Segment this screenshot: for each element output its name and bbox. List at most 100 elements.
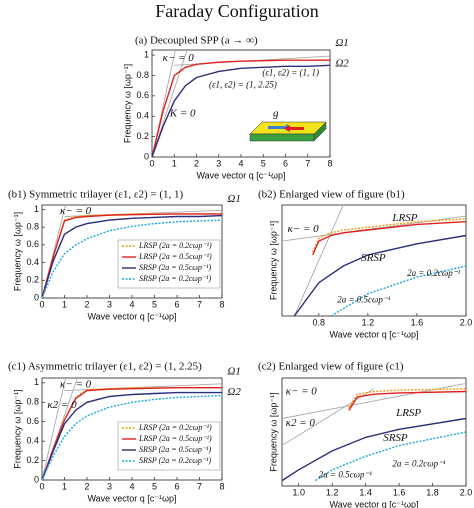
x-tick-label: 1.6	[411, 317, 424, 327]
y-tick-label: 0.8	[26, 397, 39, 407]
x-tick-label: 1.0	[292, 487, 305, 497]
chart-title: (b1) Symmetric trilayer (ε1, ε2) = (1, 1…	[8, 189, 184, 201]
x-tick-label: 1	[172, 158, 177, 168]
x-tick-label: 7	[197, 481, 202, 491]
series-group	[282, 205, 466, 316]
x-tick-label: 6	[174, 481, 179, 491]
x-tick-label: 8	[219, 299, 224, 309]
series-line	[312, 218, 466, 253]
annotation: (ε1, ε2) = (1, 2.25)	[209, 79, 277, 89]
annotation: Ω1	[227, 193, 240, 205]
slab-side	[313, 121, 327, 142]
legend-label: LRSP (2a = 0.5cωp⁻¹)	[138, 434, 212, 443]
annotation: LRSP	[391, 212, 417, 224]
annotation: (ε1, ε2) = (1, 1)	[262, 68, 319, 78]
x-tick-label: 3	[107, 481, 112, 491]
y-tick-label: 0.8	[136, 70, 149, 80]
series-group	[152, 50, 330, 157]
y-tick-label: 1	[144, 49, 149, 59]
x-tick-label: 0	[149, 158, 154, 168]
y-tick-label: 1	[34, 204, 39, 214]
x-tick-label: 0	[39, 481, 44, 491]
arrow	[284, 125, 304, 132]
series-line	[42, 213, 222, 298]
plot-frame	[281, 204, 467, 317]
series-line	[64, 209, 222, 217]
legend-label: LRSP (2a = 0.5cωp⁻¹)	[138, 252, 212, 261]
x-tick-label: 3	[216, 158, 221, 168]
series-line	[293, 234, 466, 316]
legend-label: LRSP (2a = 0.2cωp⁻¹)	[138, 423, 212, 432]
y-tick-label: 0.6	[136, 90, 149, 100]
chart-title: (a) Decoupled SPP (a → ∞)	[135, 35, 258, 47]
x-axis-label: Wave vector q [c⁻¹ωp]	[88, 493, 177, 503]
series-line	[293, 205, 344, 316]
series-line	[330, 265, 466, 316]
annotation: K = 0	[169, 108, 196, 120]
y-tick-label: 0.8	[26, 222, 39, 232]
x-tick-label: 1.2	[326, 487, 339, 497]
x-tick-label: 1.2	[362, 317, 375, 327]
legend-label: SRSP (2a = 0.2cωp⁻¹)	[139, 274, 212, 283]
x-tick-label: 2.0	[460, 317, 473, 327]
series-group	[42, 378, 222, 480]
x-tick-label: 7	[305, 158, 310, 168]
series-line	[348, 388, 466, 409]
legend-label: SRSP (2a = 0.2cωp⁻¹)	[139, 456, 212, 465]
annotation: 2a = 0.5cωp⁻¹	[319, 469, 372, 479]
x-tick-label: 1.8	[426, 487, 439, 497]
y-tick-label: 0	[34, 292, 39, 302]
x-tick-label: 1	[62, 299, 67, 309]
series-line	[152, 64, 330, 157]
series-line	[42, 378, 67, 480]
y-tick-label: 0.6	[26, 416, 39, 426]
annotation: κ2 = 0	[47, 399, 77, 411]
y-axis-label: Frequency ω [ωp⁻¹]	[12, 212, 22, 291]
series-group	[42, 205, 222, 298]
series-line	[315, 431, 466, 482]
series-line	[42, 387, 222, 480]
annotation: LRSP	[395, 407, 421, 419]
y-tick-label: 0.4	[26, 436, 39, 446]
x-tick-label: 6	[283, 158, 288, 168]
x-tick-label: 2	[194, 158, 199, 168]
series-line	[152, 59, 330, 157]
x-tick-label: 6	[174, 299, 179, 309]
x-tick-label: 4	[238, 158, 243, 168]
series-line	[282, 417, 466, 482]
annotation: Ω1	[227, 365, 240, 377]
series-line	[42, 219, 222, 298]
x-axis-label: Wave vector q [c⁻¹ωp]	[197, 170, 286, 180]
annotation: 2a = 0.2cωp⁻¹	[407, 268, 460, 278]
x-tick-label: 2	[84, 481, 89, 491]
y-tick-label: 0.6	[26, 239, 39, 249]
x-tick-label: 8	[327, 158, 332, 168]
x-tick-label: 7	[197, 299, 202, 309]
figure-title: Faraday Configuration	[155, 1, 318, 21]
y-axis-label: Frequency ω [ωp⁻¹]	[268, 392, 278, 471]
series-line	[42, 391, 222, 480]
x-tick-label: 3	[107, 299, 112, 309]
annotation: 2a = 0.2cωp⁻¹	[392, 458, 445, 468]
annotation: κ2 = 0	[286, 417, 316, 429]
annotation: Ω1	[335, 37, 348, 49]
y-tick-label: 0.4	[136, 111, 149, 121]
legend-box	[117, 421, 221, 471]
x-tick-label: 2	[84, 299, 89, 309]
x-tick-label: 5	[152, 481, 157, 491]
y-axis-label: Frequency ω [ωp⁻¹]	[268, 221, 278, 300]
x-tick-label: 4	[129, 299, 134, 309]
x-axis-label: Wave vector q [c⁻¹ωp]	[88, 311, 177, 321]
y-tick-label: 0.2	[26, 455, 39, 465]
series-line	[282, 382, 466, 419]
x-tick-label: 1	[62, 481, 67, 491]
y-tick-label: 0.2	[136, 131, 149, 141]
x-tick-label: 1.4	[359, 487, 372, 497]
x-axis-label: Wave vector q [c⁻¹ωp]	[330, 499, 419, 508]
series-line	[312, 221, 466, 256]
series-line	[282, 388, 375, 446]
annotation: g	[273, 108, 279, 120]
annotation: κ− = 0	[60, 379, 92, 391]
slab-front	[249, 133, 315, 142]
